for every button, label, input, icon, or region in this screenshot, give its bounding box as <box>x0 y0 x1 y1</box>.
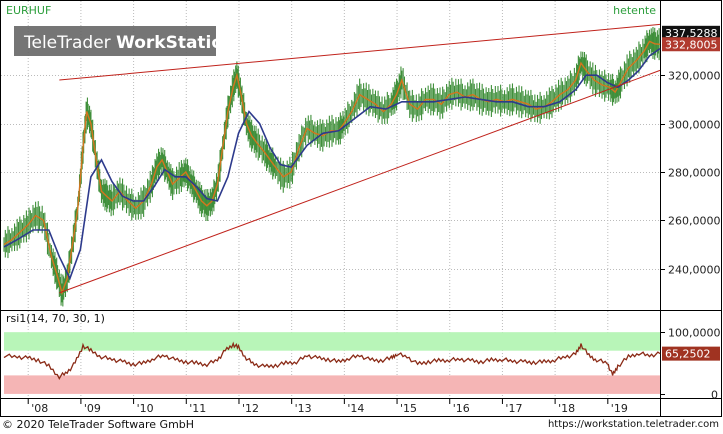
copyright-text: © 2020 TeleTrader Software GmbH <box>2 418 195 431</box>
last-value-label: 337,5288 <box>665 27 718 40</box>
x-tick-label: '12 <box>242 402 259 415</box>
rsi-title: rsi1(14, 70, 30, 1) <box>6 312 105 325</box>
x-tick-label: '19 <box>611 402 628 415</box>
y-tick-label: 320,0000 <box>668 70 721 83</box>
rsi-overbought-band <box>4 332 660 351</box>
watermark-box <box>14 26 216 56</box>
last-value-box <box>662 25 720 40</box>
y-tick-label: 280,0000 <box>668 167 721 180</box>
y-tick-label: 240,0000 <box>668 264 721 277</box>
x-tick-label: '11 <box>189 402 206 415</box>
watermark-product: WorkStation <box>116 33 235 53</box>
x-tick-label: '17 <box>505 402 522 415</box>
rsi-y-tick-label: 100,0000 <box>668 327 721 340</box>
x-tick-label: '15 <box>400 402 417 415</box>
rsi-line <box>3 341 661 380</box>
x-tick-label: '10 <box>137 402 154 415</box>
outer-frame <box>0 0 722 417</box>
x-tick-label: '13 <box>295 402 312 415</box>
trendline-upper-resistance <box>59 23 661 81</box>
last-value-label: 332,8005 <box>665 38 718 51</box>
rsi-y-tick-label: 0 <box>711 389 718 402</box>
source-url: https://workstation.teletrader.com <box>547 419 719 430</box>
rsi-oversold-band <box>4 375 660 394</box>
symbol-label: EURHUF <box>6 4 51 17</box>
x-tick-label: '08 <box>31 402 48 415</box>
rsi-last-value-label: 65,2502 <box>665 348 711 361</box>
y-tick-label: 260,0000 <box>668 215 721 228</box>
x-tick-label: '14 <box>347 402 364 415</box>
last-value-box <box>662 37 720 52</box>
x-tick-label: '09 <box>84 402 101 415</box>
moving-average-line <box>3 47 661 281</box>
rsi-last-value-box <box>662 346 720 361</box>
price-line <box>3 40 661 296</box>
watermark-brand: TeleTrader <box>23 33 116 53</box>
x-tick-label: '16 <box>453 402 470 415</box>
interval-label: hetente <box>613 4 656 17</box>
watermark: TeleTrader WorkStation <box>23 33 235 53</box>
y-tick-label: 300,0000 <box>668 119 721 132</box>
x-tick-label: '18 <box>558 402 575 415</box>
trendline-lower-support <box>59 69 661 294</box>
